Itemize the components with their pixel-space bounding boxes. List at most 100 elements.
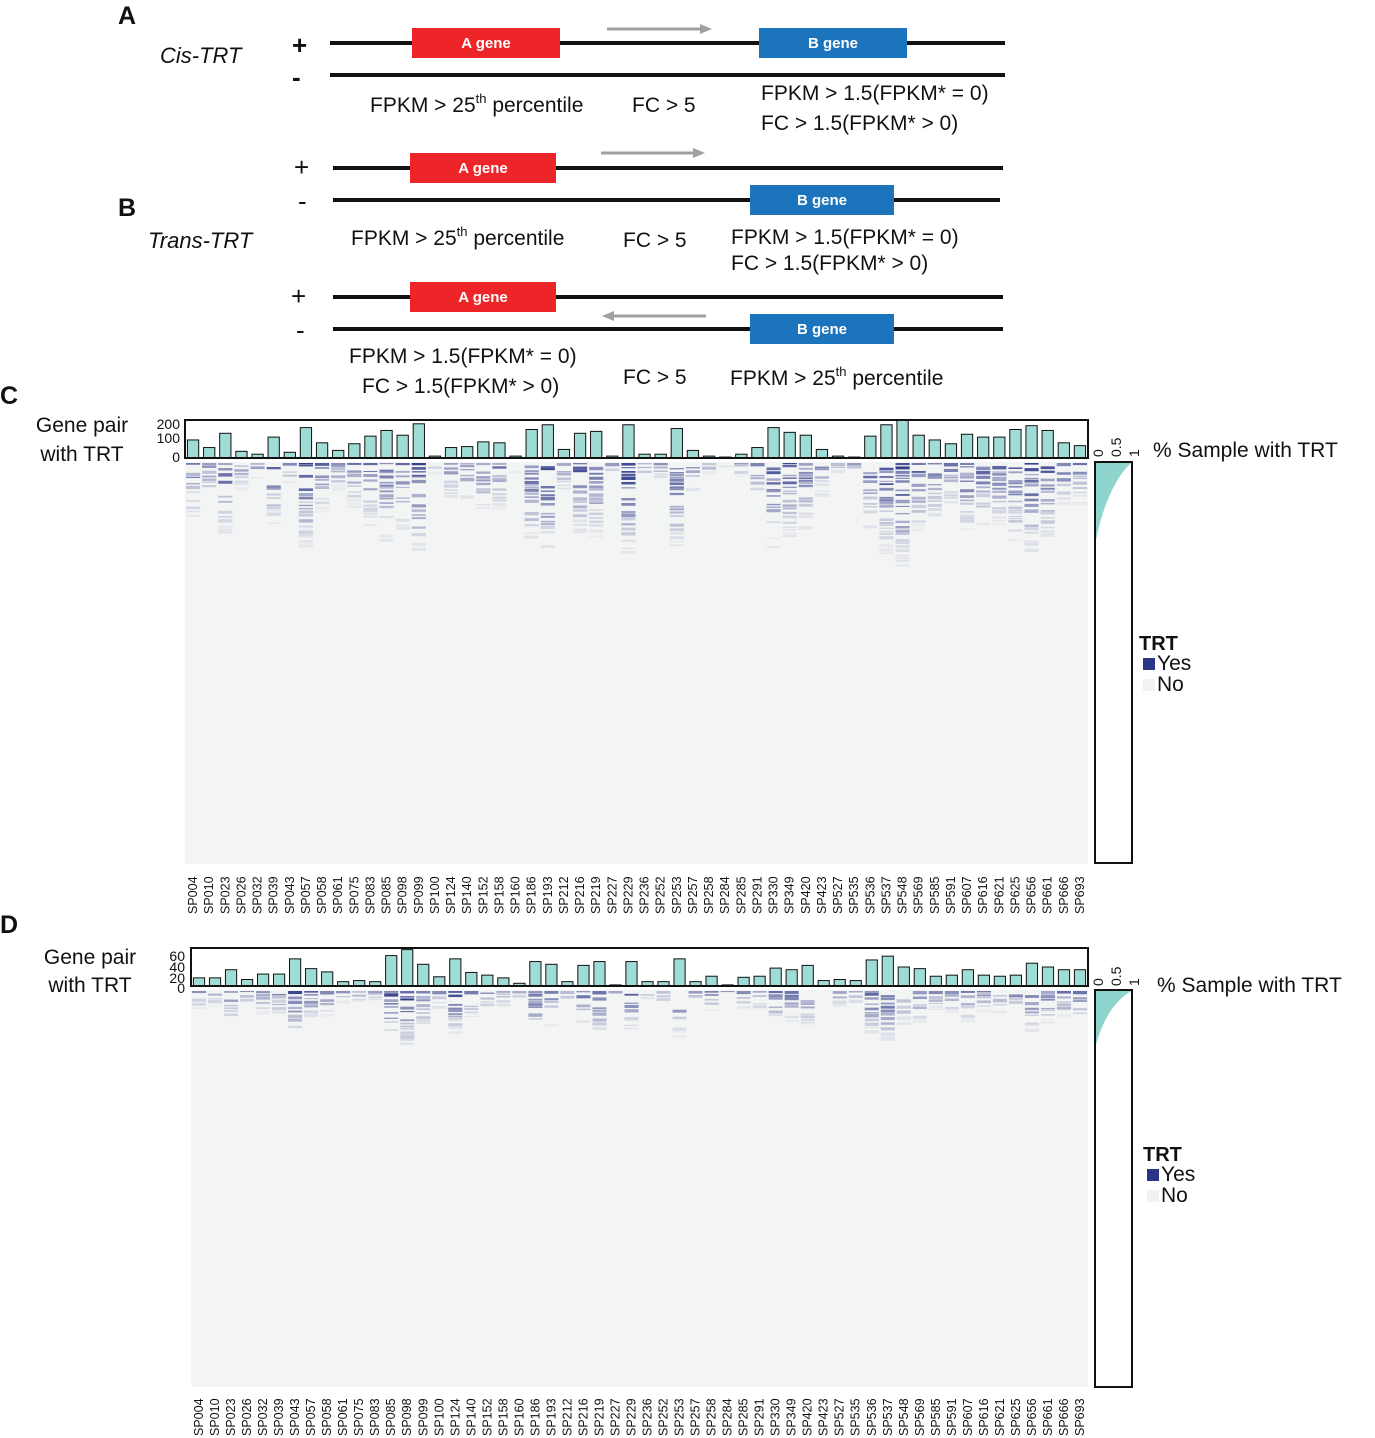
heatmap-cell	[1040, 1007, 1055, 1010]
heatmap-cell	[798, 512, 813, 515]
heatmap-cell	[766, 537, 781, 539]
heatmap-cell	[864, 997, 879, 1000]
x-tick-label: SP585	[929, 1398, 943, 1436]
heatmap-cell	[879, 518, 894, 522]
heatmap-cell	[476, 504, 491, 506]
heatmap-cell	[528, 998, 543, 1001]
heatmap-cell	[331, 487, 346, 491]
heatmap-cell	[256, 991, 271, 994]
bar-sp083	[364, 435, 377, 459]
panel-a: A Cis-TRT + - A gene B gene FPKM > 25th …	[118, 2, 1005, 135]
heatmap-cell	[1072, 463, 1088, 466]
x-tick-label: SP010	[208, 1398, 222, 1436]
heatmap-cell	[960, 495, 975, 498]
heatmap-cell	[208, 993, 223, 996]
bar-sp625	[1009, 974, 1023, 987]
heatmap-cell	[395, 526, 410, 530]
heatmap-cell	[298, 513, 314, 517]
bar-sp661	[1041, 429, 1054, 459]
heatmap-cell	[895, 480, 910, 483]
y-axis-label-line-1: Gene pair	[36, 414, 128, 437]
heatmap-cell	[672, 1016, 687, 1020]
heatmap-cell	[798, 499, 813, 503]
heatmap-cell	[379, 505, 394, 509]
heatmap-cell	[669, 523, 684, 527]
heatmap-cell	[589, 481, 604, 484]
x-tick-label: SP186	[525, 876, 539, 914]
heatmap-cell	[288, 996, 303, 1000]
heatmap-cell	[1072, 991, 1087, 995]
heatmap-cell	[847, 465, 862, 469]
heatmap-cell	[928, 1008, 943, 1011]
heatmap-cell	[1008, 506, 1023, 510]
bar-sp656	[1025, 962, 1039, 987]
heatmap-cell	[927, 473, 942, 476]
heatmap-cell	[592, 1007, 607, 1010]
heatmap-cell	[186, 485, 201, 490]
heatmap-cell	[1056, 491, 1071, 495]
bar-sp010	[203, 447, 216, 459]
heatmap-cell	[282, 463, 297, 466]
bar-sp548	[897, 966, 910, 987]
heatmap-cell	[218, 473, 233, 477]
heatmap-cell	[895, 494, 910, 496]
x-tick-label: SP420	[801, 1398, 815, 1436]
heatmap-cell	[976, 502, 991, 505]
heatmap-cell	[752, 1003, 767, 1005]
heatmap-cell	[218, 525, 233, 528]
x-tick-label: SP212	[557, 876, 571, 914]
heatmap-cell	[460, 464, 475, 468]
heatmap-cell	[234, 484, 249, 486]
heatmap-cell	[400, 1025, 415, 1028]
heatmap-cell	[1008, 471, 1023, 474]
heatmap-cell	[576, 1020, 591, 1023]
y-tick-label: 200	[157, 416, 181, 432]
heatmap-cell	[1040, 502, 1055, 505]
heatmap-cell	[272, 1010, 287, 1014]
y-tick-label: 20	[169, 970, 185, 986]
x-tick-label: SP061	[336, 1398, 350, 1436]
bar-sp216	[577, 964, 590, 987]
heatmap-cell	[669, 476, 684, 479]
heatmap-cell	[1024, 483, 1039, 487]
x-tick-label: SP607	[961, 1398, 975, 1436]
heatmap-cell	[400, 996, 415, 998]
heatmap-cell	[384, 991, 399, 993]
heatmap-cell	[218, 510, 233, 514]
legend-yes-label: Yes	[1161, 1163, 1195, 1186]
x-tick-label: SP616	[977, 1398, 991, 1436]
heatmap-cell	[879, 502, 894, 504]
heatmap-cell	[556, 481, 572, 483]
heatmap-cell	[464, 1015, 479, 1017]
heatmap-cell	[315, 467, 330, 469]
heatmap-cell	[186, 476, 201, 478]
heatmap-cell	[379, 481, 394, 484]
heatmap-cell	[960, 463, 975, 465]
a-gene-label: A gene	[458, 160, 507, 177]
heatmap-cell	[476, 488, 491, 492]
heatmap-cell	[943, 496, 959, 499]
heatmap-cell	[363, 508, 378, 510]
heatmap-cell	[976, 1000, 991, 1004]
heatmap-cell	[496, 995, 511, 998]
heatmap-cell	[363, 488, 378, 491]
x-tick-label: SP026	[234, 876, 248, 914]
heatmap-cell	[960, 1005, 975, 1009]
heatmap-cell	[976, 994, 991, 997]
heatmap-cell	[814, 466, 830, 469]
heatmap-cell	[352, 998, 367, 1001]
heatmap-cell	[395, 497, 410, 499]
bar-sp537	[881, 955, 894, 987]
x-tick-label: SP227	[605, 876, 619, 914]
heatmap-cell	[814, 480, 830, 482]
heatmap-cell	[573, 490, 588, 494]
heatmap-cell	[976, 493, 991, 498]
y-axis-label-line-2: with TRT	[39, 443, 123, 466]
heatmap-cell	[589, 502, 604, 504]
heatmap-cell	[960, 1014, 975, 1018]
heatmap-cell	[832, 1003, 847, 1007]
heatmap-cell	[1024, 524, 1039, 528]
plus-strand-sign: +	[294, 152, 309, 182]
bar-sp330	[767, 427, 780, 459]
x-tick-label: SP160	[509, 876, 523, 914]
